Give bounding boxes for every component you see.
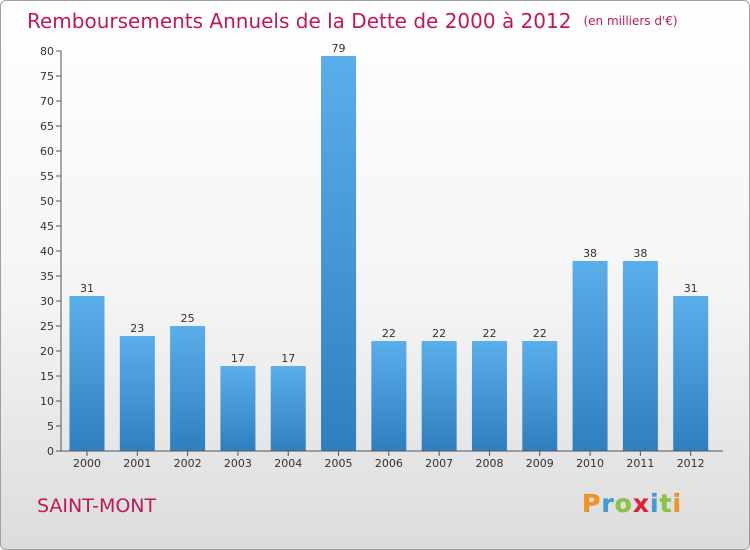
x-tick-label: 2003	[224, 457, 252, 470]
x-tick-label: 2008	[475, 457, 503, 470]
bar-value-label: 17	[231, 352, 245, 365]
y-tick-label: 5	[47, 420, 54, 433]
bar-value-label: 22	[382, 327, 396, 340]
logo-letter: i	[672, 489, 683, 519]
y-axis: 0 5 10 15 20 25 30 35 40 45 50 55 60 65 70 75 80	[40, 45, 62, 458]
bar-value-label: 22	[432, 327, 446, 340]
bar-2010	[572, 261, 608, 451]
bar-value-label: 25	[181, 312, 195, 325]
logo-letter: r	[601, 489, 615, 519]
bar-2011	[622, 261, 658, 451]
x-tick-label: 2004	[274, 457, 302, 470]
bar-2004	[270, 366, 306, 451]
commune-name: SAINT-MONT	[37, 495, 157, 517]
chart-title: Remboursements Annuels de la Dette de 20…	[27, 9, 678, 33]
chart-subtitle: (en milliers d'€)	[583, 14, 678, 28]
logo-letter: o	[614, 489, 633, 519]
x-tick-label: 2012	[677, 457, 705, 470]
y-tick-label: 0	[47, 445, 54, 458]
bar-value-label: 38	[583, 247, 597, 260]
bar-2005	[321, 56, 357, 451]
y-tick-label: 15	[40, 370, 54, 383]
x-tick-label: 2001	[123, 457, 151, 470]
y-tick-label: 50	[40, 195, 54, 208]
y-tick-label: 40	[40, 245, 54, 258]
x-tick-label: 2006	[375, 457, 403, 470]
bar-2008	[471, 341, 507, 451]
bar-2002	[170, 326, 206, 451]
y-tick-label: 25	[40, 320, 54, 333]
y-tick-label: 65	[40, 120, 54, 133]
logo-letter: t	[659, 489, 673, 519]
y-tick-label: 30	[40, 295, 54, 308]
bar-2006	[371, 341, 407, 451]
x-tick-label: 2009	[526, 457, 554, 470]
x-tick-label: 2011	[626, 457, 654, 470]
y-tick-label: 60	[40, 145, 54, 158]
bar-value-label: 31	[684, 282, 698, 295]
bar-2012	[673, 296, 709, 451]
chart-title-text: Remboursements Annuels de la Dette de 20…	[27, 9, 572, 33]
y-tick-label: 75	[40, 70, 54, 83]
x-tick-label: 2010	[576, 457, 604, 470]
bar-value-label: 23	[130, 322, 144, 335]
y-tick-label: 55	[40, 170, 54, 183]
logo-letter: i	[650, 489, 660, 519]
bar-value-label: 79	[332, 42, 346, 55]
proxiti-logo[interactable]: Proxiti	[582, 489, 683, 519]
bar-2000	[69, 296, 105, 451]
y-tick-label: 10	[40, 395, 54, 408]
y-tick-label: 45	[40, 220, 54, 233]
bar-2003	[220, 366, 256, 451]
y-tick-label: 35	[40, 270, 54, 283]
bar-value-label: 22	[482, 327, 496, 340]
y-tick-label: 70	[40, 95, 54, 108]
x-tick-label: 2000	[73, 457, 101, 470]
bar-2001	[119, 336, 155, 451]
x-tick-label: 2007	[425, 457, 453, 470]
bar-value-label: 38	[633, 247, 647, 260]
x-tick-label: 2002	[174, 457, 202, 470]
x-tick-label: 2005	[325, 457, 353, 470]
x-axis: 2000 2001 2002 2003 2004 2005 2006 2007 2008 2009…	[61, 450, 723, 470]
bars: 31 23 25 17 17 79 22 22 22 22 38 38 31	[69, 42, 709, 451]
y-tick-label: 80	[40, 45, 54, 58]
bar-value-label: 31	[80, 282, 94, 295]
logo-letter: x	[632, 489, 650, 519]
bar-value-label: 22	[533, 327, 547, 340]
bar-value-label: 17	[281, 352, 295, 365]
bar-2007	[421, 341, 457, 451]
logo-letter: P	[582, 489, 602, 519]
y-tick-label: 20	[40, 345, 54, 358]
bar-2009	[522, 341, 558, 451]
